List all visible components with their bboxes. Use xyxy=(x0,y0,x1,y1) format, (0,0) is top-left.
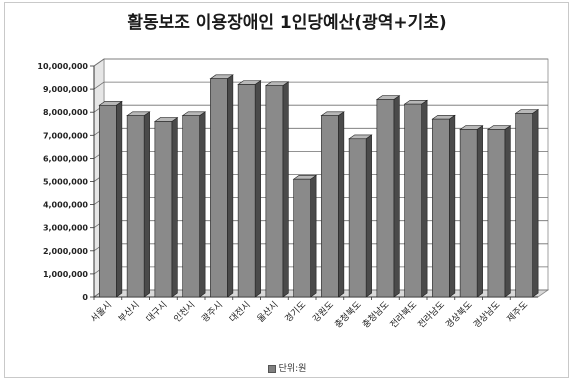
x-tick-label: 충청남도 xyxy=(360,299,391,330)
x-tick-label: 강원도 xyxy=(311,299,336,324)
gridline-depth xyxy=(93,81,105,90)
y-tick-label: 0 xyxy=(82,293,88,302)
y-tick-label: 6,000,000 xyxy=(43,154,88,163)
bar xyxy=(210,78,228,298)
bar-side xyxy=(282,81,289,298)
bar xyxy=(265,85,284,298)
bar xyxy=(126,115,145,298)
x-tick-label: 울산시 xyxy=(255,299,280,324)
bar xyxy=(237,84,256,298)
y-tick-label: 5,000,000 xyxy=(43,178,88,187)
legend: 단위:원 xyxy=(0,361,574,374)
y-tick-label: 10,000,000 xyxy=(37,62,88,71)
bar-side xyxy=(310,174,317,298)
bar xyxy=(459,129,478,298)
bar xyxy=(515,113,533,298)
chart-title: 활동보조 이용장애인 1인당예산(광역+기초) xyxy=(127,13,447,33)
bar xyxy=(348,138,367,298)
bar xyxy=(99,104,117,298)
x-tick-label: 경상남도 xyxy=(471,299,503,331)
bar xyxy=(376,99,395,298)
bar-side xyxy=(476,125,483,298)
y-tick-label: 2,000,000 xyxy=(43,247,88,256)
x-tick-label: 제주도 xyxy=(505,299,530,324)
legend-label: 단위:원 xyxy=(278,364,307,374)
y-tick-label: 8,000,000 xyxy=(43,108,88,117)
bar-side xyxy=(449,114,456,298)
bar-side xyxy=(199,111,206,298)
x-tick-label: 전라북도 xyxy=(388,299,419,330)
bar xyxy=(321,115,339,298)
y-tick-label: 1,000,000 xyxy=(43,270,88,279)
bar-side xyxy=(254,80,261,298)
y-tick-label: 9,000,000 xyxy=(43,85,88,94)
bar xyxy=(293,178,311,298)
bar-side xyxy=(365,134,372,298)
x-tick-label: 부산시 xyxy=(116,299,141,324)
x-tick-label: 충청북도 xyxy=(333,299,364,330)
bar xyxy=(432,118,450,298)
y-tick-label: 3,000,000 xyxy=(43,224,88,233)
bar-side xyxy=(421,99,428,298)
bar xyxy=(487,129,506,298)
x-tick-label: 서울시 xyxy=(89,299,114,324)
gridline-depth xyxy=(93,58,105,67)
x-tick-label: 전라남도 xyxy=(416,299,447,330)
x-tick-label: 대구시 xyxy=(144,299,169,324)
y-tick-label: 7,000,000 xyxy=(43,131,88,140)
x-tick-label: 인천시 xyxy=(172,299,197,324)
x-tick-label: 경상북도 xyxy=(443,299,475,331)
bar-side xyxy=(171,117,178,298)
bar-side xyxy=(338,111,345,298)
bar xyxy=(404,103,422,298)
bar-side xyxy=(393,95,400,298)
x-tick-label: 광주시 xyxy=(199,299,225,325)
bar-side xyxy=(532,108,539,298)
x-tick-label: 대전시 xyxy=(227,299,252,324)
bar xyxy=(154,121,173,298)
bar-side xyxy=(116,100,123,298)
x-tick-label: 경기도 xyxy=(282,299,308,325)
y-tick-label: 4,000,000 xyxy=(43,201,88,210)
bar-side xyxy=(143,111,150,298)
bar xyxy=(182,115,200,298)
bar-side xyxy=(227,74,234,298)
bar-side xyxy=(504,125,511,298)
legend-swatch xyxy=(267,364,276,373)
